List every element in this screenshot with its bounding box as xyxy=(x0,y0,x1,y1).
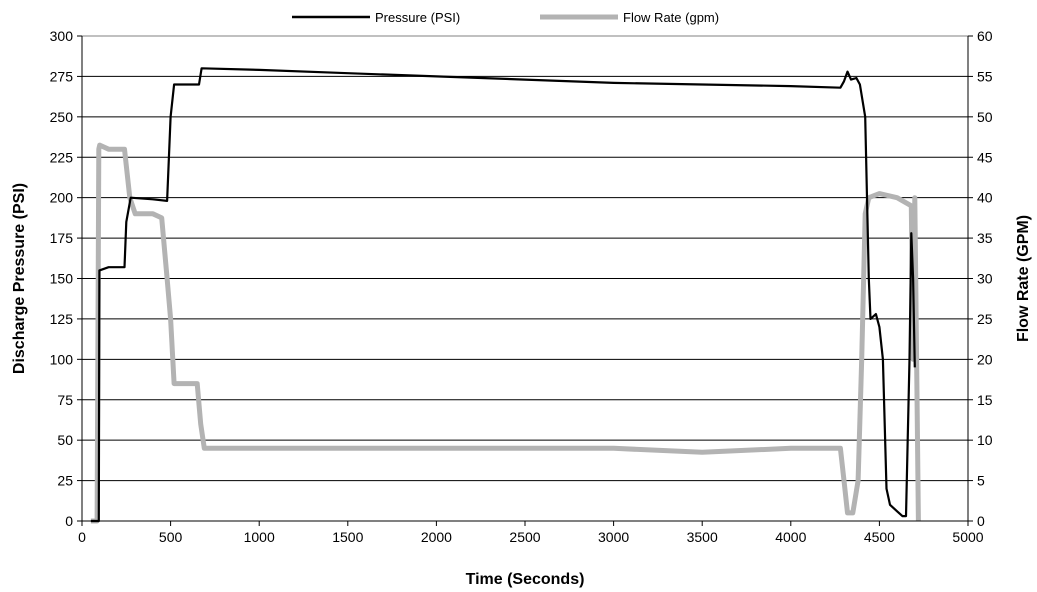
series-line-pressure xyxy=(90,67,916,523)
y-tick-label: 175 xyxy=(50,230,74,246)
x-tick-label: 500 xyxy=(159,529,183,545)
y-tick-label: 100 xyxy=(50,351,74,367)
x-tick-label: 2000 xyxy=(421,529,452,545)
y-tick-label: 250 xyxy=(50,109,74,125)
y2-tick-label: 10 xyxy=(977,432,993,448)
legend-label-flow: Flow Rate (gpm) xyxy=(623,10,719,25)
y2-tick-label: 55 xyxy=(977,68,993,84)
x-tick-label: 1500 xyxy=(332,529,363,545)
y-tick-label: 150 xyxy=(50,271,74,287)
y-tick-label: 275 xyxy=(50,68,74,84)
x-tick-label: 0 xyxy=(78,529,86,545)
y-tick-label: 25 xyxy=(57,473,73,489)
x-tick-label: 3000 xyxy=(598,529,629,545)
y-tick-label: 200 xyxy=(50,190,74,206)
y-axis-title-right: Flow Rate (GPM) xyxy=(1015,215,1032,342)
x-tick-label: 3500 xyxy=(687,529,718,545)
y2-tick-label: 35 xyxy=(977,230,993,246)
y-tick-label: 300 xyxy=(50,28,74,44)
y-tick-label: 125 xyxy=(50,311,74,327)
y2-tick-label: 60 xyxy=(977,28,993,44)
legend: Pressure (PSI) Flow Rate (gpm) xyxy=(292,10,719,25)
y2-tick-label: 45 xyxy=(977,149,993,165)
x-tick-label: 1000 xyxy=(244,529,275,545)
x-axis-title: Time (Seconds) xyxy=(466,571,585,588)
y-tick-label: 75 xyxy=(57,392,73,408)
legend-label-pressure: Pressure (PSI) xyxy=(375,10,460,25)
y2-tick-label: 5 xyxy=(977,473,985,489)
y2-tick-label: 30 xyxy=(977,271,993,287)
y2-tick-label: 20 xyxy=(977,351,993,367)
axes: 0255075100125150175200225250275300051015… xyxy=(50,28,993,545)
x-tick-label: 5000 xyxy=(952,529,983,545)
series-lines xyxy=(90,67,921,524)
y-axis-title-left: Discharge Pressure (PSI) xyxy=(11,183,28,374)
y-tick-label: 225 xyxy=(50,149,74,165)
y2-tick-label: 15 xyxy=(977,392,993,408)
x-tick-label: 4500 xyxy=(864,529,895,545)
series-line-flow-rate xyxy=(90,142,921,524)
y2-tick-label: 0 xyxy=(977,513,985,529)
x-tick-label: 4000 xyxy=(775,529,806,545)
y2-tick-label: 40 xyxy=(977,190,993,206)
y2-tick-label: 25 xyxy=(977,311,993,327)
gridlines xyxy=(82,75,968,482)
y2-tick-label: 50 xyxy=(977,109,993,125)
y-tick-label: 50 xyxy=(57,432,73,448)
y-tick-label: 0 xyxy=(65,513,73,529)
x-tick-label: 2500 xyxy=(509,529,540,545)
